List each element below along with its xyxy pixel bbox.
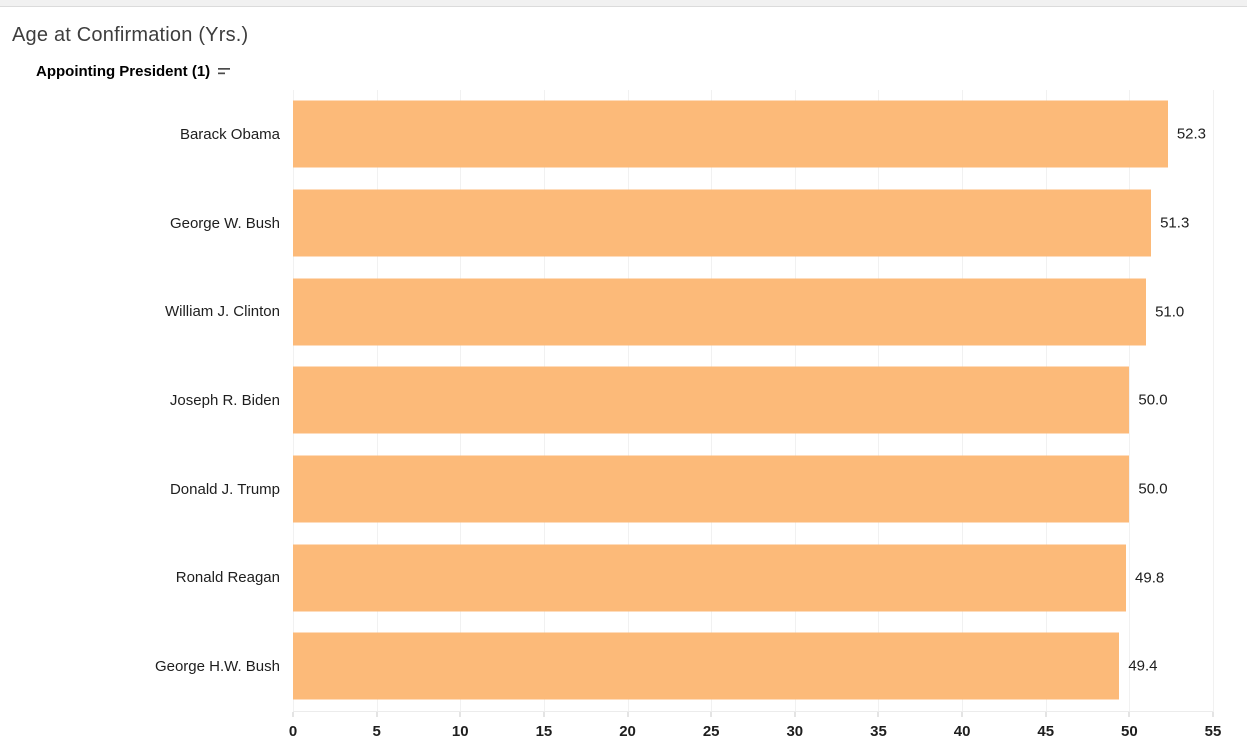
- axis-tick-label: 5: [372, 722, 381, 740]
- axis-tick-label: 55: [1204, 722, 1222, 740]
- bar-track: 49.4: [293, 622, 1213, 711]
- axis-tick: [1128, 711, 1130, 717]
- bar[interactable]: [293, 366, 1130, 434]
- bar-row: Barack Obama 52.3: [0, 90, 1247, 179]
- axis-tick: [877, 711, 879, 717]
- axis-tick-label: 0: [288, 722, 298, 740]
- axis-tick-label: 45: [1037, 722, 1055, 740]
- top-scrollbar-strip: [0, 0, 1247, 7]
- axis-tick-label: 35: [870, 722, 887, 740]
- bar[interactable]: [293, 455, 1130, 523]
- axis-tick: [543, 711, 545, 717]
- bar-row: Donald J. Trump 50.0: [0, 445, 1247, 534]
- row-field-header[interactable]: Appointing President (1): [36, 61, 1247, 82]
- axis-tick-label: 15: [535, 722, 553, 740]
- axis-tick: [292, 711, 294, 717]
- axis-tick-label: 25: [702, 722, 720, 740]
- sort-descending-icon[interactable]: [217, 64, 232, 81]
- bar[interactable]: [293, 544, 1127, 612]
- bar-track: 51.0: [293, 267, 1213, 356]
- bar-track: 50.0: [293, 356, 1213, 445]
- bar-row: Ronald Reagan 49.8: [0, 533, 1247, 622]
- axis-tick: [961, 711, 963, 717]
- row-field-label: Appointing President (1): [36, 63, 211, 80]
- bar-value-label: 50.0: [1138, 391, 1168, 409]
- axis-tick: [1045, 711, 1047, 717]
- bar-track: 52.3: [293, 90, 1213, 179]
- bar-value-label: 49.4: [1128, 657, 1158, 675]
- bar-value-label: 51.0: [1155, 303, 1185, 321]
- bar-track: 51.3: [293, 179, 1213, 268]
- row-label[interactable]: George H.W. Bush: [154, 657, 280, 675]
- bar[interactable]: [293, 189, 1152, 257]
- bar-track: 50.0: [293, 445, 1213, 534]
- bar-row: George W. Bush 51.3: [0, 179, 1247, 268]
- row-label[interactable]: Ronald Reagan: [175, 569, 280, 587]
- bar-track: 49.8: [293, 533, 1213, 622]
- bar-row: George H.W. Bush 49.4: [0, 622, 1247, 711]
- axis-tick: [1212, 711, 1214, 717]
- bar-rows: Barack Obama 52.3 George W. Bush 51.3 Willia…: [0, 90, 1247, 711]
- axis-tick-label: 40: [953, 722, 971, 740]
- axis-tick-label: 10: [451, 722, 469, 740]
- row-label[interactable]: William J. Clinton: [164, 303, 280, 321]
- axis-tick: [710, 711, 712, 717]
- axis-tick: [794, 711, 796, 717]
- axis-tick-label: 30: [786, 722, 804, 740]
- bar-row: Joseph R. Biden 50.0: [0, 356, 1247, 445]
- bar-chart: Barack Obama 52.3 George W. Bush 51.3 Willia…: [0, 90, 1247, 752]
- axis-tick: [459, 711, 461, 717]
- bar-value-label: 50.0: [1138, 480, 1168, 498]
- row-label[interactable]: Joseph R. Biden: [169, 391, 280, 409]
- axis-tick: [376, 711, 378, 717]
- chart-title: Age at Confirmation (Yrs.): [12, 24, 249, 46]
- axis-tick-label: 20: [619, 722, 636, 740]
- row-label[interactable]: Barack Obama: [179, 125, 280, 143]
- bar-value-label: 51.3: [1160, 214, 1190, 232]
- x-axis: 0 5 10 15 20 25 30 35 40 45 50 55: [289, 710, 1221, 752]
- bar[interactable]: [293, 632, 1120, 700]
- axis-tick: [627, 711, 629, 717]
- row-label[interactable]: George W. Bush: [169, 214, 280, 232]
- bar-value-label: 52.3: [1176, 125, 1207, 143]
- row-label[interactable]: Donald J. Trump: [169, 480, 280, 498]
- bar[interactable]: [293, 278, 1147, 346]
- axis-tick-label: 50: [1121, 722, 1138, 740]
- bar[interactable]: [293, 100, 1168, 168]
- bar-value-label: 49.8: [1135, 569, 1165, 587]
- bar-row: William J. Clinton 51.0: [0, 267, 1247, 356]
